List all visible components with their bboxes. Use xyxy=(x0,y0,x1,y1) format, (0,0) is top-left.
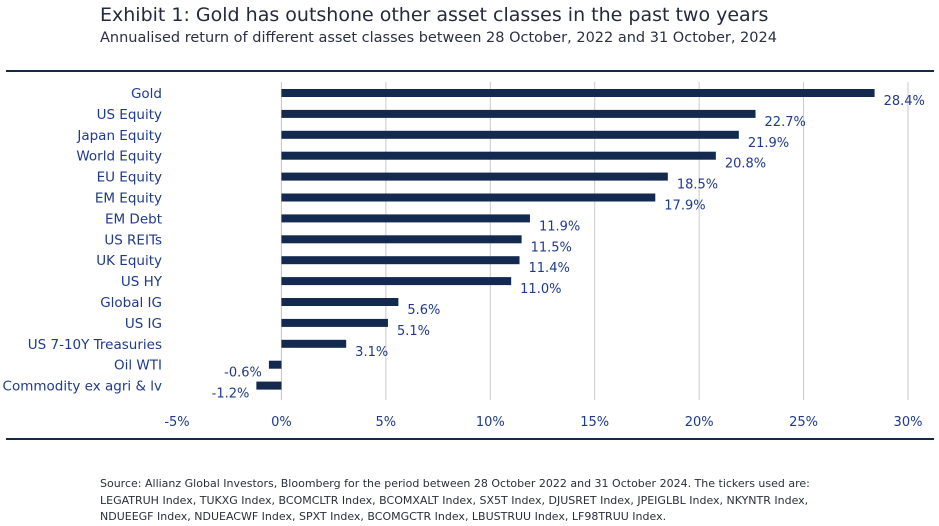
bar xyxy=(281,130,739,139)
bottom-divider xyxy=(6,438,934,440)
category-label: US HY xyxy=(121,274,163,290)
bar xyxy=(281,193,656,202)
bar xyxy=(256,381,282,390)
x-axis-tick-labels: -5% 0% 5% 10% 15% 20% 25% 30% xyxy=(164,415,922,430)
bar xyxy=(281,109,756,118)
x-tick-label: -5% xyxy=(164,415,189,430)
top-divider xyxy=(6,70,934,72)
value-label: 3.1% xyxy=(355,345,388,360)
value-label: 5.6% xyxy=(407,303,440,318)
x-tick-label: 20% xyxy=(685,415,714,430)
source-footnote: Source: Allianz Global Investors, Bloomb… xyxy=(100,477,810,523)
value-label: 28.4% xyxy=(884,94,925,109)
bar xyxy=(281,151,716,160)
bar xyxy=(281,89,875,97)
x-tick-label: 15% xyxy=(580,415,609,430)
category-label: EM Equity xyxy=(95,191,162,207)
value-label: 20.8% xyxy=(725,157,766,172)
value-label: 11.0% xyxy=(520,282,561,297)
category-label: US REITs xyxy=(104,232,162,248)
category-label: Japan Equity xyxy=(76,128,162,144)
value-label: 11.9% xyxy=(539,219,580,234)
x-tick-label: 25% xyxy=(789,415,818,430)
value-label: -1.2% xyxy=(212,387,250,402)
bar xyxy=(281,318,388,327)
value-label: 11.5% xyxy=(531,240,572,255)
bar xyxy=(281,214,530,223)
x-tick-label: 30% xyxy=(894,415,923,430)
bar xyxy=(281,277,512,286)
bars xyxy=(256,89,875,390)
bar xyxy=(281,235,522,244)
category-label: Gold xyxy=(131,86,162,102)
x-tick-label: 0% xyxy=(271,415,292,430)
bar xyxy=(281,256,520,265)
category-label: US Equity xyxy=(97,107,162,123)
category-label: EU Equity xyxy=(97,170,162,186)
category-label: Commodity ex agri & lv xyxy=(3,379,162,395)
category-label: US 7-10Y Treasuries xyxy=(28,337,162,353)
category-label: US IG xyxy=(125,316,162,332)
chart-subtitle: Annualised return of different asset cla… xyxy=(100,30,777,46)
bar xyxy=(281,172,668,181)
x-tick-label: 5% xyxy=(376,415,397,430)
value-labels: 28.4% 22.7% 21.9% 20.8% 18.5% 17.9% 11.9% 11.5%… xyxy=(212,94,925,402)
category-label: Global IG xyxy=(100,295,162,311)
category-label: World Equity xyxy=(76,149,162,165)
value-label: 22.7% xyxy=(765,115,806,130)
category-label: Oil WTI xyxy=(114,358,162,374)
bar xyxy=(281,339,347,348)
value-label: 17.9% xyxy=(664,199,705,214)
bar xyxy=(268,360,282,369)
bar-chart: Gold US Equity Japan Equity World Equity EU … xyxy=(3,82,925,430)
value-label: 18.5% xyxy=(677,178,718,193)
value-label: 5.1% xyxy=(397,324,430,339)
value-label: 11.4% xyxy=(529,261,570,276)
category-label: EM Debt xyxy=(105,211,162,227)
x-tick-label: 10% xyxy=(476,415,505,430)
value-label: -0.6% xyxy=(224,366,262,381)
value-label: 21.9% xyxy=(748,136,789,151)
category-label: UK Equity xyxy=(96,253,162,269)
category-labels: Gold US Equity Japan Equity World Equity EU … xyxy=(3,86,163,395)
chart-title: Exhibit 1: Gold has outshone other asset… xyxy=(100,4,769,26)
bar xyxy=(281,298,399,306)
